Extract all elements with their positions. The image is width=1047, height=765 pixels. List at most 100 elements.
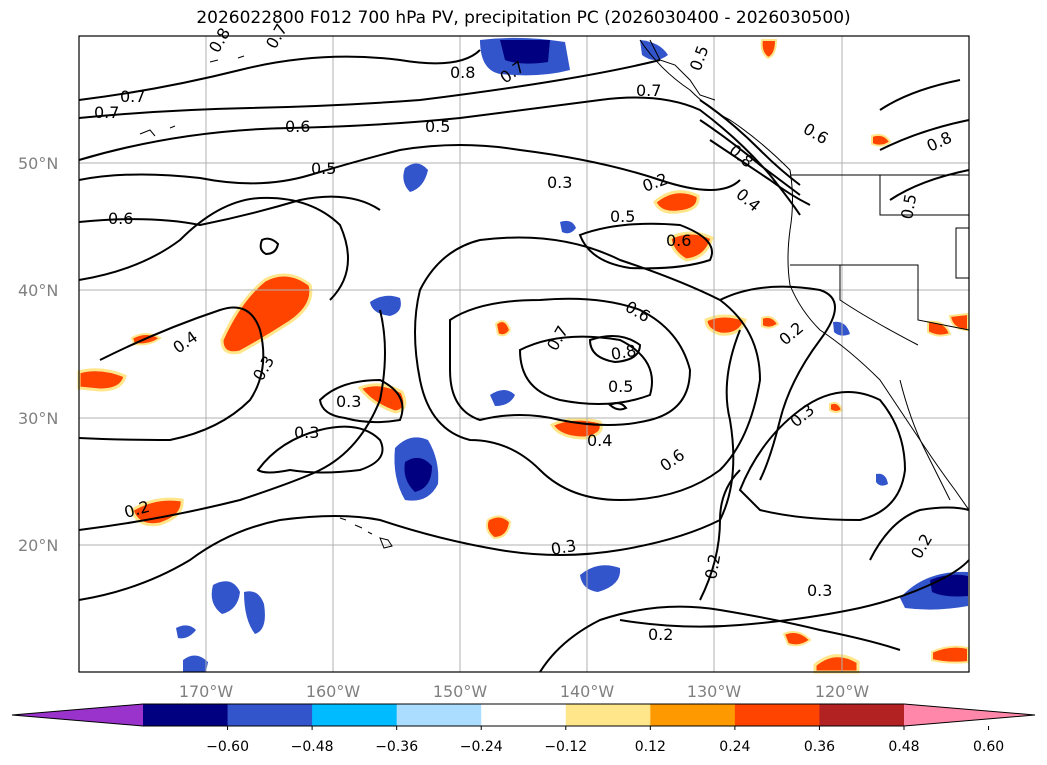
contour-line [719, 285, 836, 481]
lon-label: 160°W [306, 682, 361, 701]
lon-labels: 170°W 160°W 150°W 140°W 130°W 120°W [179, 682, 870, 701]
precip-blob [813, 654, 860, 674]
colorbar-extend-right [904, 704, 1035, 726]
colorbar [11, 703, 1036, 727]
lat-label: 30°N [18, 409, 58, 428]
precip-blob [931, 645, 969, 664]
contour-label: 0.8 [450, 63, 475, 82]
precip-blob [876, 473, 888, 486]
colorbar-tick-label: −0.48 [291, 739, 334, 755]
contour-label: 0.5 [897, 192, 920, 220]
lon-label: 140°W [560, 682, 615, 701]
contour-line [699, 469, 741, 601]
precip-blob [220, 273, 313, 355]
alaska-coast [649, 39, 716, 101]
colorbar-segment [312, 704, 398, 726]
hawaii-island [379, 537, 393, 549]
contour-label: 0.6 [108, 209, 133, 228]
contour-label: 0.5 [311, 159, 336, 178]
contour-label: 0.2 [648, 625, 673, 644]
state-borders [839, 265, 919, 346]
colorbar-segment [734, 704, 820, 726]
colorbar-tick-label: −0.36 [375, 739, 418, 755]
colorbar-extend-left [12, 704, 143, 726]
colorbar-tick-label: −0.24 [460, 739, 503, 755]
precip-blob [704, 314, 747, 336]
precip-blob [653, 190, 700, 214]
contour-line [78, 195, 381, 227]
precip-blob [485, 515, 512, 540]
contour-line [78, 196, 349, 301]
contour-label: 0.7 [636, 81, 661, 100]
lat-label: 50°N [18, 154, 58, 173]
lat-label: 40°N [18, 281, 58, 300]
contour-line [449, 297, 692, 426]
contour-line [78, 329, 741, 601]
contour-line [78, 306, 265, 442]
colorbar-segment [227, 704, 313, 726]
precip-blob [490, 390, 515, 406]
colorbar-tick-label: −0.60 [206, 739, 249, 755]
colorbar-segment [481, 704, 567, 726]
precip-blob [640, 40, 668, 60]
precip-blob [580, 565, 621, 592]
hawaii-islands [339, 517, 373, 535]
contour-label: 0.2 [701, 552, 724, 580]
contour-label: 0.3 [294, 423, 319, 442]
state-borders [879, 175, 969, 216]
precip-blob [782, 631, 812, 647]
contour-line [518, 335, 653, 405]
colorbar-tick-label: 0.36 [804, 739, 835, 755]
contour-label: 0.4 [587, 431, 612, 450]
contour-label: 0.7 [120, 87, 145, 106]
lon-label: 150°W [433, 682, 488, 701]
colorbar-segment [396, 704, 482, 726]
contour-label: 0.6 [285, 117, 310, 136]
precip-blob [357, 383, 407, 414]
precip-blob [760, 39, 778, 60]
colorbar-tick-label: −0.12 [544, 739, 587, 755]
coastline-baja [899, 379, 951, 501]
contour-label: 0.3 [807, 581, 832, 600]
contour-line [78, 309, 386, 531]
lon-label: 130°W [687, 682, 742, 701]
precip-blob [927, 320, 952, 337]
lon-label: 120°W [815, 682, 870, 701]
contour-line [539, 605, 901, 673]
colorbar-outline [11, 703, 1036, 727]
contour-line [709, 139, 811, 206]
state-borders [790, 264, 970, 331]
colorbar-tick-label: 0.48 [888, 739, 919, 755]
pv-contours [78, 49, 970, 673]
colorbar-ticks: −0.60 −0.48 −0.36 −0.24 −0.12 0.12 0.24 0.36 0.4… [206, 726, 1004, 755]
contour-label: 0.3 [336, 392, 361, 411]
contour-label: 0.5 [610, 207, 635, 226]
map-frame [78, 35, 970, 673]
contour-label: 0.3 [547, 173, 572, 192]
lon-label: 170°W [179, 682, 234, 701]
colorbar-segment [565, 704, 651, 726]
contour-line [869, 506, 970, 561]
colorbar-tick-label: 0.24 [719, 739, 750, 755]
precip-blob [761, 315, 780, 329]
precip-blob [668, 231, 714, 262]
precip-blob [494, 320, 512, 337]
map-title: 2026022800 F012 700 hPa PV, precipitatio… [196, 8, 851, 28]
contour-line [414, 236, 762, 502]
precip-blob [500, 40, 550, 64]
contour-line [879, 79, 970, 201]
precip-blob [404, 457, 432, 492]
precip-blob [871, 133, 892, 147]
contour-line [78, 49, 481, 101]
precip-blob [560, 220, 576, 234]
contour-label: 0.3 [549, 536, 577, 559]
precip-blob [211, 581, 240, 614]
contour-line [588, 335, 642, 364]
colorbar-segment [819, 704, 905, 726]
contour-label: 0.5 [608, 377, 633, 396]
contour-line [256, 425, 384, 474]
lat-labels: 50°N 40°N 30°N 20°N [18, 154, 58, 555]
contour-line [608, 402, 628, 411]
contour-line [318, 378, 404, 424]
